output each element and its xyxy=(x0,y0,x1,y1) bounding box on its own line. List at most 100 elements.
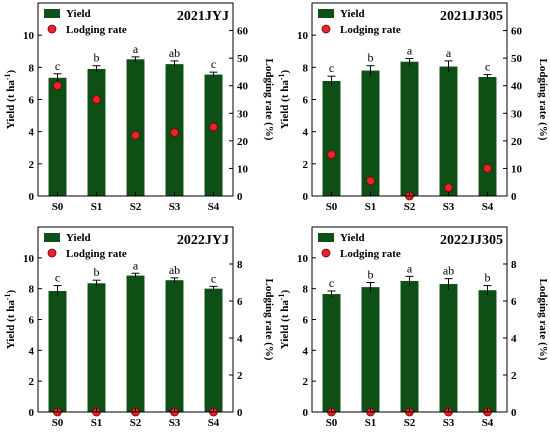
y-axis-label-right: Lodging rate (%) xyxy=(537,279,549,361)
significance-label-S2: a xyxy=(133,258,139,272)
legend-swatch-yield xyxy=(318,233,334,242)
right-tick-label: 10 xyxy=(511,163,523,175)
right-tick-label: 0 xyxy=(237,191,243,203)
bar-S2 xyxy=(126,59,145,196)
bar-S1 xyxy=(361,70,380,196)
left-tick-label: 8 xyxy=(303,284,309,296)
right-tick-label: 40 xyxy=(237,81,249,93)
point-S3 xyxy=(170,128,179,137)
x-tick-label-S4: S4 xyxy=(208,201,220,213)
left-tick-label: 8 xyxy=(303,62,309,74)
left-tick-label: 2 xyxy=(29,376,35,388)
significance-label-S4: c xyxy=(485,60,490,74)
significance-label-S4: c xyxy=(211,271,216,285)
x-tick-label-S3: S3 xyxy=(169,201,181,213)
chart-panel-2021JJ305: c b a a c 0 2 4 6 8 10 0 10 20 30 40 50 60 S0 S1 S2 S3 S4 Yield… xyxy=(277,2,549,213)
point-S4 xyxy=(483,164,492,173)
right-tick-label: 30 xyxy=(237,108,249,120)
x-tick-label-S0: S0 xyxy=(52,201,64,213)
significance-label-S4: c xyxy=(211,57,216,71)
chart-panel-2022JJ305: c b a ab b 0 2 4 6 8 10 0 2 4 6 8 S0 S1 S2 S3 S4 Yield (t ha-… xyxy=(277,226,549,429)
x-tick-label-S1: S1 xyxy=(365,417,377,429)
bar-S3 xyxy=(439,66,458,196)
x-tick-label-S4: S4 xyxy=(482,201,494,213)
y-axis-label-left: Yield (t ha-1) xyxy=(3,289,18,349)
left-tick-label: 6 xyxy=(303,95,309,107)
significance-label-S4: b xyxy=(485,271,491,285)
chart-panel-2022JYJ: c b a ab c 0 2 4 6 8 10 0 2 4 6 8 S0 S1 S2 S3 S4 Yield (t ha-… xyxy=(3,226,275,429)
right-tick-label: 6 xyxy=(511,296,517,308)
y-axis-label-right: Lodging rate (%) xyxy=(263,279,275,361)
legend-label-lodging: Lodging rate xyxy=(66,24,127,36)
left-tick-label: 0 xyxy=(303,407,309,419)
bar-S1 xyxy=(87,68,106,196)
right-tick-label: 50 xyxy=(237,53,249,65)
left-tick-label: 2 xyxy=(303,376,309,388)
point-S3 xyxy=(444,183,453,193)
bar-S3 xyxy=(165,280,184,412)
x-tick-label-S4: S4 xyxy=(208,417,220,429)
right-tick-label: 2 xyxy=(237,370,243,382)
significance-label-S2: a xyxy=(407,261,413,275)
right-tick-label: 10 xyxy=(237,163,249,175)
right-tick-label: 2 xyxy=(511,370,517,382)
left-tick-label: 10 xyxy=(297,30,309,42)
significance-label-S1: b xyxy=(368,51,374,65)
left-tick-label: 2 xyxy=(29,159,35,171)
point-S1 xyxy=(366,176,375,186)
significance-label-S3: ab xyxy=(169,263,180,277)
x-tick-label-S2: S2 xyxy=(130,201,142,213)
bar-S0 xyxy=(322,294,341,412)
x-tick-label-S0: S0 xyxy=(52,417,64,429)
bar-S0 xyxy=(322,81,341,196)
x-tick-label-S1: S1 xyxy=(91,417,103,429)
x-tick-label-S4: S4 xyxy=(482,417,494,429)
x-tick-label-S1: S1 xyxy=(365,201,377,213)
bar-S2 xyxy=(400,280,419,412)
legend-label-yield: Yield xyxy=(66,8,91,20)
x-tick-label-S3: S3 xyxy=(443,201,455,213)
legend-swatch-yield xyxy=(44,9,60,18)
right-tick-label: 4 xyxy=(511,333,517,345)
left-tick-label: 0 xyxy=(303,191,309,203)
left-tick-label: 4 xyxy=(29,345,35,357)
x-tick-label-S0: S0 xyxy=(326,201,338,213)
left-tick-label: 2 xyxy=(303,159,309,171)
left-tick-label: 4 xyxy=(303,127,309,139)
significance-label-S2: a xyxy=(407,43,413,57)
left-tick-label: 8 xyxy=(29,284,35,296)
chart-panel-2021JYJ: c b a ab c 0 2 4 6 8 10 0 10 20 30 40 50 60 S0 S1 S2 S3 S4 Yiel… xyxy=(3,2,275,213)
x-tick-label-S3: S3 xyxy=(443,417,455,429)
left-tick-label: 4 xyxy=(29,127,35,139)
panel-title: 2022JYJ xyxy=(177,233,229,248)
right-tick-label: 20 xyxy=(511,136,523,148)
right-tick-label: 60 xyxy=(237,26,249,38)
point-S0 xyxy=(327,150,336,160)
significance-label-S1: b xyxy=(94,51,100,65)
x-tick-label-S1: S1 xyxy=(91,201,103,213)
x-tick-label-S2: S2 xyxy=(404,417,416,429)
significance-label-S0: c xyxy=(55,59,60,73)
right-tick-label: 8 xyxy=(237,259,243,271)
point-S2 xyxy=(131,130,140,140)
right-tick-label: 8 xyxy=(511,259,517,271)
legend-label-lodging: Lodging rate xyxy=(340,248,401,260)
bar-S4 xyxy=(204,288,223,412)
right-tick-label: 6 xyxy=(237,296,243,308)
y-axis-label-left: Yield (t ha-1) xyxy=(277,289,292,349)
x-tick-label-S3: S3 xyxy=(169,417,181,429)
right-tick-label: 40 xyxy=(511,81,523,93)
left-tick-label: 10 xyxy=(297,253,309,265)
bar-S3 xyxy=(439,284,458,412)
bar-S1 xyxy=(361,287,380,412)
right-tick-label: 0 xyxy=(511,407,517,419)
significance-label-S1: b xyxy=(368,268,374,282)
panel-title: 2021JJ305 xyxy=(440,9,503,24)
significance-label-S3: ab xyxy=(169,46,180,60)
y-axis-label-left: Yield (t ha-1) xyxy=(3,69,18,129)
left-tick-label: 8 xyxy=(29,62,35,74)
bar-S4 xyxy=(478,290,497,412)
significance-label-S0: c xyxy=(329,276,334,290)
point-S0 xyxy=(53,81,62,91)
